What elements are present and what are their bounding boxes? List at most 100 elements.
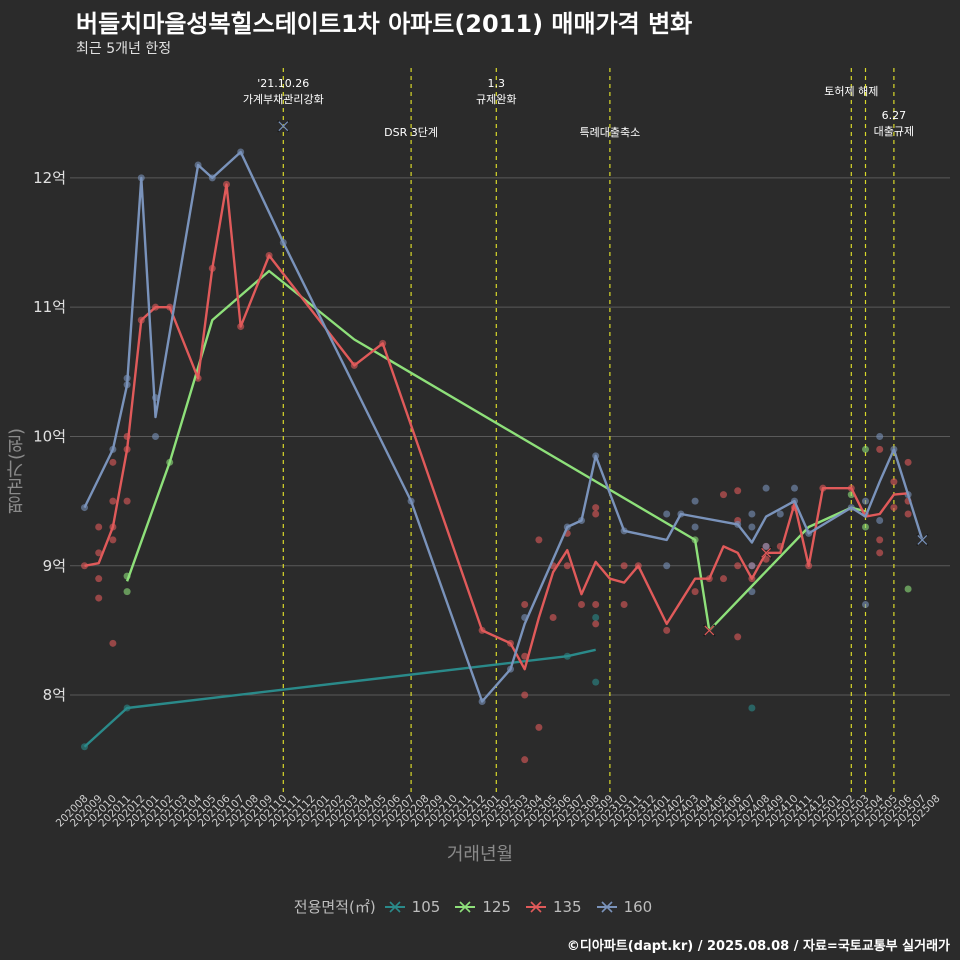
data-point-135: [592, 620, 600, 628]
legend-swatch-125: [455, 900, 476, 913]
data-point-105: [592, 678, 600, 686]
data-point-135: [620, 562, 628, 570]
highlight-markers: [277, 120, 929, 637]
event-label-line: 1.3: [488, 77, 506, 90]
data-point-135: [578, 601, 585, 609]
legend-item-105: 105: [384, 897, 441, 916]
legend-label-135: 135: [552, 897, 582, 916]
legend: 전용면적(㎡) 105 125 135 160: [0, 896, 960, 917]
legend-label-125: 125: [482, 897, 511, 916]
x-marker-135: [703, 624, 716, 637]
y-tick-label: 10억: [33, 427, 66, 445]
data-point-160: [876, 517, 884, 524]
y-tick-label: 12억: [33, 169, 66, 187]
data-point-135: [109, 536, 117, 544]
data-point-160: [748, 562, 756, 570]
series-lines: [83, 150, 924, 748]
y-tick-labels: 8억 9억 10억 11억 12억: [33, 169, 66, 704]
data-point-160: [691, 523, 699, 531]
event-label: 1.3 규제완화: [476, 77, 516, 106]
data-point-135: [876, 445, 884, 453]
data-point-135: [95, 594, 103, 602]
transaction-points: [81, 148, 912, 764]
x-marker-stroke: [278, 121, 289, 132]
event-label-line: 대출규제: [874, 125, 914, 138]
x-marker-stroke: [917, 534, 928, 545]
x-marker-160: [277, 120, 290, 133]
data-point-125: [862, 523, 869, 531]
data-point-160: [152, 432, 159, 440]
y-tick-label: 11억: [33, 298, 66, 316]
data-point-125: [123, 588, 131, 596]
x-marker-stroke: [761, 547, 772, 558]
data-point-160: [691, 497, 699, 505]
data-point-160: [776, 510, 784, 518]
x-marker-160: [916, 533, 929, 546]
data-point-135: [95, 575, 103, 583]
legend-swatch-135: [525, 900, 546, 913]
data-point-135: [734, 487, 742, 495]
data-point-160: [748, 510, 756, 518]
x-marker-stroke: [704, 625, 715, 636]
chart-subtitle: 최근 5개년 한정: [76, 41, 172, 57]
event-label-line: 규제완화: [476, 93, 516, 106]
data-point-105: [592, 613, 600, 621]
event-label-line: 6.27: [882, 109, 907, 122]
legend-swatch-160: [596, 900, 617, 913]
legend-label-105: 105: [411, 897, 441, 916]
data-point-125: [904, 585, 912, 593]
data-point-160: [748, 588, 756, 596]
event-label-line: 토허제 해제: [824, 84, 878, 98]
legend-item-160: 160: [596, 898, 652, 916]
event-label-line: 가계부채관리강화: [243, 93, 324, 106]
data-point-160: [762, 484, 770, 492]
y-axis-label: 평균가(원): [6, 428, 27, 515]
data-point-135: [521, 652, 529, 660]
data-point-160: [876, 432, 884, 440]
y-tick-label: 9억: [43, 557, 66, 575]
data-point-135: [620, 601, 628, 609]
data-point-135: [521, 756, 529, 764]
data-point-135: [904, 458, 912, 466]
x-axis-label: 거래년월: [446, 844, 514, 865]
data-point-135: [109, 639, 117, 647]
data-point-160: [762, 542, 770, 550]
data-point-160: [862, 497, 869, 505]
data-point-135: [549, 613, 557, 621]
series-line-135: [84, 183, 909, 671]
data-point-160: [663, 562, 671, 570]
data-point-125: [862, 445, 869, 453]
data-point-135: [521, 691, 529, 699]
data-point-135: [95, 549, 103, 557]
data-point-135: [890, 478, 898, 486]
event-label-line: 특례대출축소: [580, 126, 641, 139]
chart-title: 버들치마을성복힐스테이트1차 아파트(2011) 매매가격 변화: [76, 10, 693, 38]
data-point-135: [535, 536, 543, 544]
data-point-135: [890, 504, 898, 512]
legend-item-125: 125: [454, 898, 511, 916]
data-point-135: [95, 523, 103, 531]
data-point-160: [663, 510, 671, 518]
data-point-135: [734, 562, 742, 570]
source-caption: ©디아파트(dapt.kr) / 2025.08.08 / 자료=국토교통부 실…: [566, 939, 950, 954]
data-point-135: [521, 601, 529, 609]
event-label: DSR 3단계: [384, 126, 438, 139]
legend-swatch-105: [384, 900, 405, 913]
legend-item-135: 135: [525, 898, 582, 916]
event-label: '21.10.26 가계부채관리강화: [243, 77, 324, 106]
series-line-125: [125, 269, 866, 632]
x-tick-labels: 2020082020092020102020112020122021012021…: [54, 792, 943, 829]
data-point-160: [748, 523, 756, 531]
data-point-135: [535, 723, 543, 731]
data-point-135: [720, 491, 727, 499]
data-point-135: [109, 497, 117, 505]
event-label: 토허제 해제: [824, 84, 878, 98]
y-tick-label: 8억: [43, 686, 66, 704]
data-point-135: [720, 575, 727, 583]
data-point-135: [123, 497, 131, 505]
event-label: 특례대출축소: [580, 126, 641, 139]
data-point-135: [592, 601, 600, 609]
data-point-135: [592, 510, 600, 518]
gridlines: [70, 177, 950, 696]
